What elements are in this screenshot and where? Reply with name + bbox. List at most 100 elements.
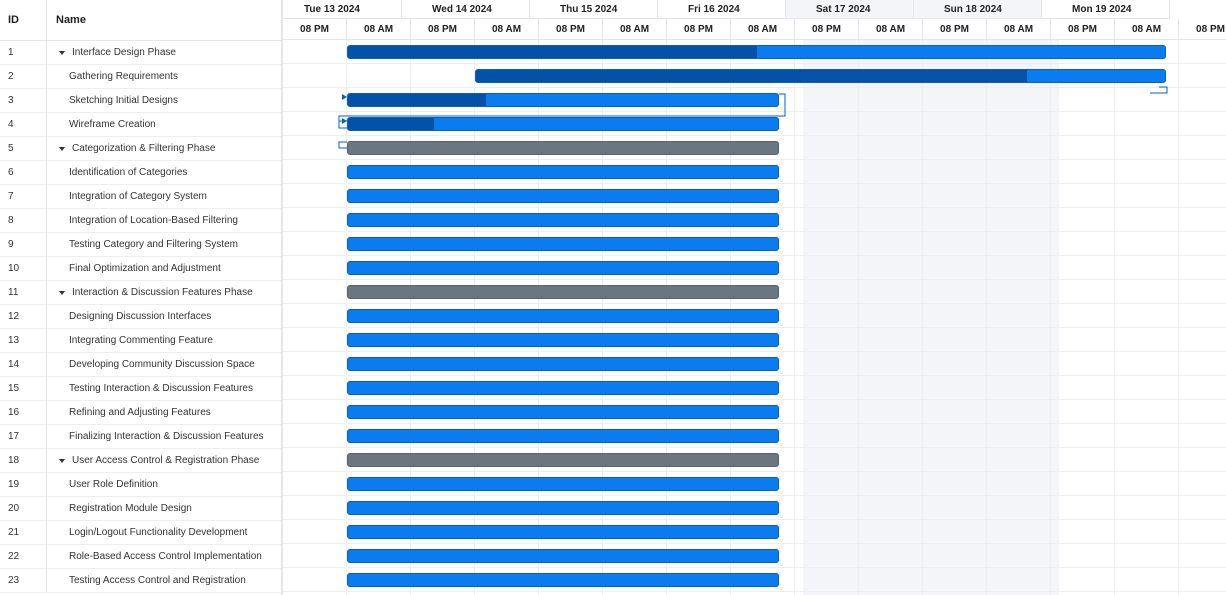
task-row[interactable]: 23 Testing Access Control and Registratio… bbox=[0, 569, 281, 593]
dependency-link[interactable] bbox=[338, 121, 347, 129]
task-bar[interactable] bbox=[347, 188, 779, 203]
task-bar[interactable] bbox=[347, 380, 779, 395]
task-id: 13 bbox=[0, 329, 47, 352]
task-row[interactable]: 7 Integration of Category System bbox=[0, 185, 281, 209]
day-header: Fri 16 2024 bbox=[658, 0, 786, 19]
dependency-link[interactable] bbox=[338, 141, 347, 149]
hour-header: 08 PM bbox=[667, 19, 731, 40]
task-row[interactable]: 11 Interaction & Discussion Features Phas… bbox=[0, 281, 281, 305]
task-name-cell: Refining and Adjusting Features bbox=[47, 401, 281, 424]
task-row[interactable]: 3 Sketching Initial Designs bbox=[0, 89, 281, 113]
task-row[interactable]: 10 Final Optimization and Adjustment bbox=[0, 257, 281, 281]
task-row[interactable]: 22 Role-Based Access Control Implementati… bbox=[0, 545, 281, 569]
collapse-caret-icon[interactable] bbox=[59, 146, 65, 151]
task-bar[interactable] bbox=[347, 92, 779, 107]
summary-bar[interactable] bbox=[347, 140, 779, 155]
task-row[interactable]: 1 Interface Design Phase bbox=[0, 41, 281, 65]
task-name-cell: Interface Design Phase bbox=[47, 41, 281, 64]
row-gridline bbox=[283, 303, 1226, 304]
task-row[interactable]: 16 Refining and Adjusting Features bbox=[0, 401, 281, 425]
summary-bar[interactable] bbox=[347, 452, 779, 467]
task-row[interactable]: 6 Identification of Categories bbox=[0, 161, 281, 185]
summary-bar[interactable] bbox=[347, 284, 779, 299]
task-bar[interactable] bbox=[347, 404, 779, 419]
row-gridline bbox=[283, 135, 1226, 136]
day-header: Mon 19 2024 bbox=[1042, 0, 1170, 19]
task-name-cell: Developing Community Discussion Space bbox=[47, 353, 281, 376]
hour-header: 08 AM bbox=[859, 19, 923, 40]
task-row[interactable]: 5 Categorization & Filtering Phase bbox=[0, 137, 281, 161]
row-gridline bbox=[283, 183, 1226, 184]
task-row[interactable]: 21 Login/Logout Functionality Development bbox=[0, 521, 281, 545]
task-bar[interactable] bbox=[347, 524, 779, 539]
column-resize-handle-icon[interactable]: ⋮ bbox=[278, 453, 281, 467]
task-bar[interactable] bbox=[347, 212, 779, 227]
task-row[interactable]: 14 Developing Community Discussion Space bbox=[0, 353, 281, 377]
task-name: Finalizing Interaction & Discussion Feat… bbox=[69, 431, 264, 442]
collapse-caret-icon[interactable] bbox=[59, 290, 65, 295]
task-bar[interactable] bbox=[347, 572, 779, 587]
column-gridline bbox=[1178, 40, 1179, 595]
task-name: Categorization & Filtering Phase bbox=[72, 143, 216, 154]
task-bar[interactable] bbox=[347, 500, 779, 515]
task-row[interactable]: 17 Finalizing Interaction & Discussion Fe… bbox=[0, 425, 281, 449]
name-column-header[interactable]: Name bbox=[56, 14, 86, 26]
task-bar[interactable] bbox=[347, 476, 779, 491]
task-row[interactable]: 12 Designing Discussion Interfaces bbox=[0, 305, 281, 329]
task-id: 6 bbox=[0, 161, 47, 184]
task-bar[interactable] bbox=[347, 164, 779, 179]
task-name-cell: Integrating Commenting Feature bbox=[47, 329, 281, 352]
task-name: Interaction & Discussion Features Phase bbox=[72, 287, 253, 298]
task-row[interactable]: 8 Integration of Location-Based Filtering bbox=[0, 209, 281, 233]
row-gridline bbox=[283, 471, 1226, 472]
task-name-cell: User Access Control & Registration Phase… bbox=[47, 449, 281, 472]
task-bar[interactable] bbox=[347, 236, 779, 251]
hour-header: 08 PM bbox=[1051, 19, 1115, 40]
task-bar[interactable] bbox=[347, 332, 779, 347]
dependency-link[interactable] bbox=[1150, 86, 1168, 94]
task-row[interactable]: 2 Gathering Requirements bbox=[0, 65, 281, 89]
task-bar[interactable] bbox=[347, 308, 779, 323]
task-id: 23 bbox=[0, 569, 47, 592]
task-bar[interactable] bbox=[347, 116, 779, 131]
task-name: Refining and Adjusting Features bbox=[69, 407, 211, 418]
task-name: Integration of Location-Based Filtering bbox=[69, 215, 238, 226]
task-id: 20 bbox=[0, 497, 47, 520]
task-name: Wireframe Creation bbox=[69, 119, 156, 130]
task-name-cell: Final Optimization and Adjustment bbox=[47, 257, 281, 280]
task-name: User Role Definition bbox=[69, 479, 158, 490]
task-row[interactable]: 18 User Access Control & Registration Pha… bbox=[0, 449, 281, 473]
collapse-caret-icon[interactable] bbox=[59, 50, 65, 55]
task-name-cell: Testing Access Control and Registration bbox=[47, 569, 281, 592]
id-column-header[interactable]: ID bbox=[0, 0, 47, 40]
dependency-link[interactable] bbox=[338, 93, 786, 122]
task-bar[interactable] bbox=[475, 68, 1167, 83]
task-row[interactable]: 20 Registration Module Design bbox=[0, 497, 281, 521]
task-row[interactable]: 9 Testing Category and Filtering System bbox=[0, 233, 281, 257]
task-bar[interactable] bbox=[347, 260, 779, 275]
task-name-cell: Finalizing Interaction & Discussion Feat… bbox=[47, 425, 281, 448]
task-name-cell: User Role Definition bbox=[47, 473, 281, 496]
task-grid: ID Name 1 Interface Design Phase 2 Gatherin… bbox=[0, 0, 283, 595]
task-row[interactable]: 13 Integrating Commenting Feature bbox=[0, 329, 281, 353]
task-name: Interface Design Phase bbox=[72, 47, 176, 58]
link-arrow-icon bbox=[342, 94, 347, 100]
task-bar[interactable] bbox=[347, 44, 1167, 59]
task-row[interactable]: 15 Testing Interaction & Discussion Featu… bbox=[0, 377, 281, 401]
row-gridline bbox=[283, 279, 1226, 280]
row-gridline bbox=[283, 399, 1226, 400]
task-row[interactable]: 4 Wireframe Creation bbox=[0, 113, 281, 137]
task-bar[interactable] bbox=[347, 548, 779, 563]
task-progress bbox=[348, 45, 757, 58]
task-name-cell: Role-Based Access Control Implementation bbox=[47, 545, 281, 568]
day-header: Wed 14 2024 bbox=[402, 0, 530, 19]
task-row[interactable]: 19 User Role Definition bbox=[0, 473, 281, 497]
task-id: 9 bbox=[0, 233, 47, 256]
task-bar[interactable] bbox=[347, 428, 779, 443]
collapse-caret-icon[interactable] bbox=[59, 458, 65, 463]
task-name: Login/Logout Functionality Development bbox=[69, 527, 248, 538]
row-gridline bbox=[283, 159, 1226, 160]
task-name: Testing Category and Filtering System bbox=[69, 239, 238, 250]
task-bar[interactable] bbox=[347, 356, 779, 371]
task-name: Testing Access Control and Registration bbox=[69, 575, 246, 586]
